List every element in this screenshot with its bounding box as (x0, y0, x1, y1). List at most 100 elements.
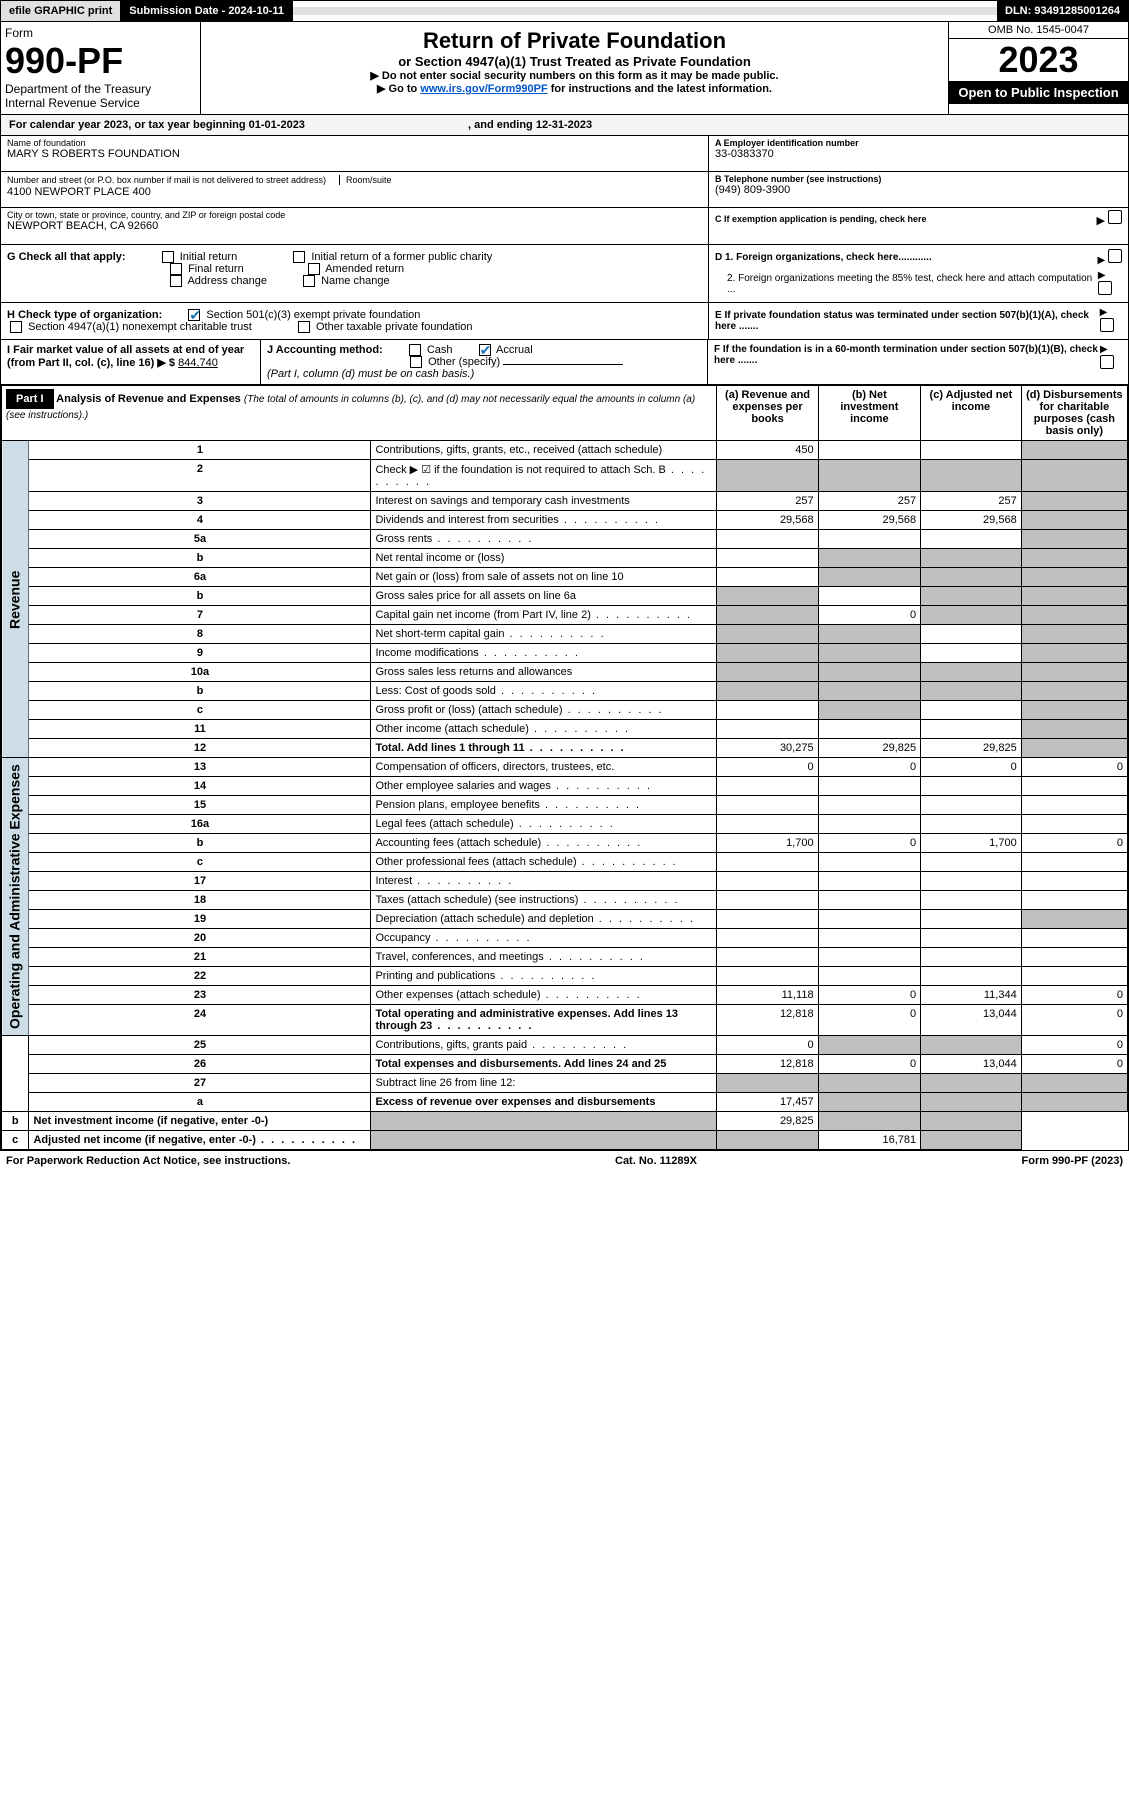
line-number: 18 (29, 891, 371, 910)
cell-b (818, 701, 921, 720)
cell-d (1021, 1093, 1127, 1112)
note2-pre: ▶ Go to (377, 83, 420, 95)
cell-b (818, 568, 921, 587)
f-checkbox[interactable] (1100, 355, 1114, 369)
j-accrual[interactable] (479, 344, 491, 356)
d1-checkbox[interactable] (1108, 249, 1122, 263)
cell-d (1021, 530, 1127, 549)
cell-c (921, 967, 1022, 986)
cell-d (1021, 701, 1127, 720)
line-description: Less: Cost of goods sold (371, 682, 717, 701)
cell-a (717, 625, 818, 644)
h-other-taxable[interactable] (298, 321, 310, 333)
line-description: Other expenses (attach schedule) (371, 986, 717, 1005)
j-cash[interactable] (409, 344, 421, 356)
c-checkbox[interactable] (1108, 210, 1122, 224)
cell-d: 0 (1021, 1055, 1127, 1074)
form990pf-link[interactable]: www.irs.gov/Form990PF (420, 83, 547, 95)
line-number: 20 (29, 929, 371, 948)
name-label: Name of foundation (7, 138, 702, 148)
note-1: ▶ Do not enter social security numbers o… (207, 69, 942, 82)
cell-b (818, 929, 921, 948)
cell-c: 11,344 (921, 986, 1022, 1005)
line-number: 14 (29, 777, 371, 796)
cell-b (818, 1036, 921, 1055)
cell-b: 29,568 (818, 511, 921, 530)
g-opt-1: Final return (188, 263, 244, 275)
h-section: H Check type of organization: Section 50… (1, 303, 708, 339)
city-state-zip: NEWPORT BEACH, CA 92660 (7, 220, 702, 232)
cell-d (1021, 663, 1127, 682)
h-501c3[interactable] (188, 309, 200, 321)
e-label: E If private foundation status was termi… (715, 310, 1100, 332)
cell-c: 0 (921, 758, 1022, 777)
blank-side (2, 1036, 29, 1112)
line-description: Other income (attach schedule) (371, 720, 717, 739)
cell-a (717, 777, 818, 796)
cell-d (1021, 948, 1127, 967)
line-description: Depreciation (attach schedule) and deple… (371, 910, 717, 929)
j-opt-0: Cash (427, 344, 453, 356)
cell-a (371, 1112, 717, 1131)
cell-c (818, 1112, 921, 1131)
footer-right: Form 990-PF (2023) (1022, 1155, 1123, 1167)
h-4947[interactable] (10, 321, 22, 333)
line-number: 25 (29, 1036, 371, 1055)
line-number: 19 (29, 910, 371, 929)
h-label: H Check type of organization: (7, 309, 162, 321)
line-description: Printing and publications (371, 967, 717, 986)
cell-c: 257 (921, 492, 1022, 511)
g-initial-former[interactable] (293, 251, 305, 263)
h-opt-0: Section 501(c)(3) exempt private foundat… (206, 309, 420, 321)
cell-b: 257 (818, 492, 921, 511)
part1-table: Part I Analysis of Revenue and Expenses … (0, 385, 1129, 1151)
cell-c (921, 872, 1022, 891)
cell-c (921, 948, 1022, 967)
g-opt-3: Initial return of a former public charit… (311, 251, 492, 263)
cell-d (1021, 853, 1127, 872)
header-right: OMB No. 1545-0047 2023 Open to Public In… (948, 22, 1128, 114)
cell-a: 11,118 (717, 986, 818, 1005)
footer-mid: Cat. No. 11289X (615, 1155, 697, 1167)
cell-b: 0 (818, 758, 921, 777)
cell-b (818, 682, 921, 701)
line-number: 5a (29, 530, 371, 549)
line-description: Excess of revenue over expenses and disb… (371, 1093, 717, 1112)
g-address-change[interactable] (170, 275, 182, 287)
cell-c (921, 929, 1022, 948)
line-number: c (2, 1131, 29, 1150)
cell-b (818, 815, 921, 834)
d1-label: D 1. Foreign organizations, check here..… (715, 252, 932, 263)
line-description: Travel, conferences, and meetings (371, 948, 717, 967)
line-number: b (29, 587, 371, 606)
cell-c (921, 460, 1022, 492)
e-checkbox[interactable] (1100, 318, 1114, 332)
cell-d (1021, 967, 1127, 986)
cell-a: 12,818 (717, 1055, 818, 1074)
cell-a (717, 910, 818, 929)
efile-label[interactable]: efile GRAPHIC print (1, 1, 121, 21)
cell-a (717, 460, 818, 492)
tax-year: 2023 (949, 39, 1128, 81)
g-initial-return[interactable] (162, 251, 174, 263)
cell-a (717, 1074, 818, 1093)
cell-b (818, 1074, 921, 1093)
g-label: G Check all that apply: (7, 251, 126, 263)
cell-c (921, 815, 1022, 834)
cell-c (921, 777, 1022, 796)
j-other[interactable] (410, 356, 422, 368)
cell-a: 0 (717, 1036, 818, 1055)
g-final-return[interactable] (170, 263, 182, 275)
cell-d (1021, 1074, 1127, 1093)
ein-label: A Employer identification number (715, 138, 1122, 148)
room-label: Room/suite (339, 175, 392, 185)
ein-value: 33-0383370 (715, 148, 1122, 160)
cell-d (1021, 929, 1127, 948)
d2-checkbox[interactable] (1098, 281, 1112, 295)
g-amended[interactable] (308, 263, 320, 275)
line-description: Pension plans, employee benefits (371, 796, 717, 815)
g-name-change[interactable] (303, 275, 315, 287)
cell-b (818, 891, 921, 910)
cell-a: 450 (717, 441, 818, 460)
page-footer: For Paperwork Reduction Act Notice, see … (0, 1151, 1129, 1171)
